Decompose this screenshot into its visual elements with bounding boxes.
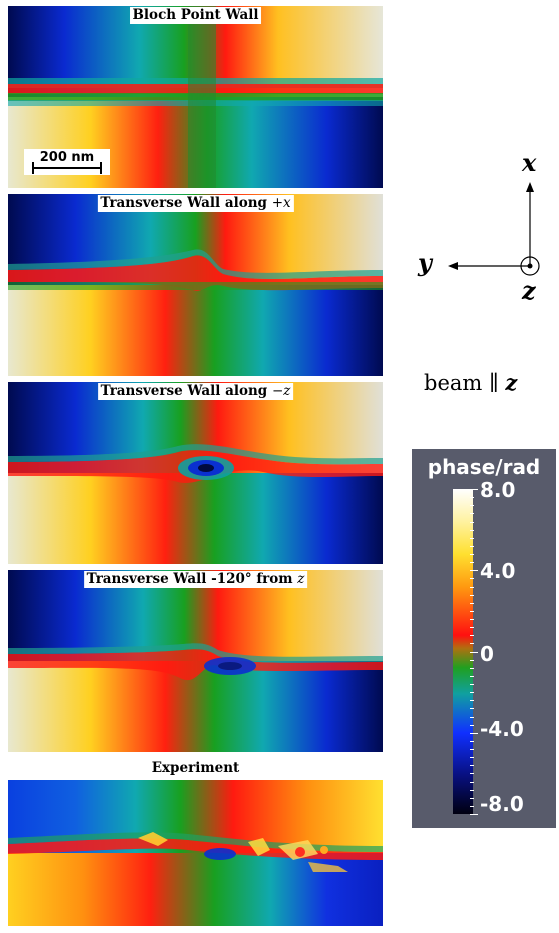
phase-map-transverse-wall-120 [8, 570, 383, 752]
colorbar-minor-tick [470, 545, 474, 547]
colorbar-minor-tick [470, 602, 474, 604]
axis-label-z: z [522, 276, 536, 305]
colorbar-minor-tick [470, 675, 474, 677]
colorbar-minor-tick [470, 505, 474, 507]
panel-title: Transverse Wall -120° from z [83, 571, 308, 588]
colorbar-minor-tick [470, 635, 474, 637]
scale-bar: 200 nm [24, 149, 110, 175]
colorbar-minor-tick [470, 805, 474, 807]
scale-bar-line [32, 167, 102, 169]
panel-title: Transverse Wall along −z [97, 383, 294, 400]
colorbar-minor-tick [470, 513, 474, 515]
colorbar-minor-tick [470, 537, 474, 539]
phase-map-transverse-wall-x [8, 194, 383, 376]
colorbar-minor-tick [470, 562, 474, 564]
colorbar-minor-tick [470, 594, 474, 596]
colorbar-tick-label: 8.0 [480, 478, 516, 502]
colorbar-minor-tick [470, 708, 474, 710]
colorbar-minor-tick [470, 789, 474, 791]
panel-title-experiment: Experiment [151, 760, 240, 776]
panel-title: Transverse Wall along +x [97, 195, 294, 212]
colorbar-minor-tick [470, 529, 474, 531]
colorbar-minor-tick [470, 765, 474, 767]
colorbar-minor-tick [470, 570, 478, 572]
colorbar-minor-tick [470, 586, 474, 588]
colorbar-minor-tick [470, 797, 474, 799]
panel-transverse-wall-minus-z: Transverse Wall along −z [8, 382, 383, 564]
colorbar-minor-tick [470, 781, 474, 783]
colorbar-minor-tick [470, 749, 474, 750]
axis-label-y: y [418, 248, 432, 277]
panel-experiment [8, 780, 383, 926]
colorbar-minor-tick [470, 773, 474, 775]
colorbar-minor-tick [470, 667, 474, 669]
colorbar-minor-tick [470, 497, 474, 499]
colorbar-minor-tick [470, 732, 478, 734]
colorbar-minor-tick [470, 651, 478, 653]
colorbar-minor-tick [470, 627, 474, 629]
colorbar-tick-label: 4.0 [480, 559, 516, 583]
colorbar-minor-tick [470, 489, 478, 490]
colorbar-tick-label: 0 [480, 642, 494, 666]
colorbar-minor-tick [470, 521, 474, 523]
panel-transverse-wall-x: Transverse Wall along +x [8, 194, 383, 376]
colorbar-minor-tick [470, 740, 474, 742]
colorbar-minor-tick [470, 578, 474, 580]
panel-title: Bloch Point Wall [129, 7, 262, 24]
colorbar-minor-tick [470, 724, 474, 726]
colorbar-minor-tick [470, 619, 474, 620]
colorbar-minor-tick [470, 692, 474, 694]
colorbar-minor-tick [470, 700, 474, 702]
scale-bar-tick-right [100, 162, 102, 174]
scale-bar-label: 200 nm [39, 150, 95, 165]
colorbar-minor-tick [470, 643, 474, 645]
colorbar-minor-tick [470, 814, 478, 815]
colorbar-minor-tick [470, 716, 474, 718]
colorbar-minor-tick [470, 554, 474, 555]
axes-arrows [448, 182, 540, 276]
colorbar-tick-label: -4.0 [480, 717, 524, 741]
axis-label-x: x [522, 148, 537, 177]
colorbar-tick-label: -8.0 [480, 792, 524, 816]
colorbar-minor-tick [470, 684, 474, 685]
beam-direction-label: beam ∥ z [424, 370, 518, 395]
colorbar-title: phase/rad [427, 455, 541, 479]
phase-map-transverse-wall-minus-z [8, 382, 383, 564]
colorbar-minor-tick [470, 610, 474, 612]
colorbar-minor-tick [470, 659, 474, 661]
scale-bar-tick-left [32, 162, 34, 174]
panel-transverse-wall-120: Transverse Wall -120° from z [8, 570, 383, 752]
panel-bloch-point-wall: Bloch Point Wall 200 nm [8, 6, 383, 188]
coordinate-axes: x y z [410, 148, 559, 308]
colorbar: phase/rad 8.0 4.0 0 -4.0 -8.0 [412, 449, 556, 828]
colorbar-gradient [453, 489, 473, 814]
phase-map-experiment [8, 780, 383, 926]
colorbar-minor-tick [470, 757, 474, 759]
